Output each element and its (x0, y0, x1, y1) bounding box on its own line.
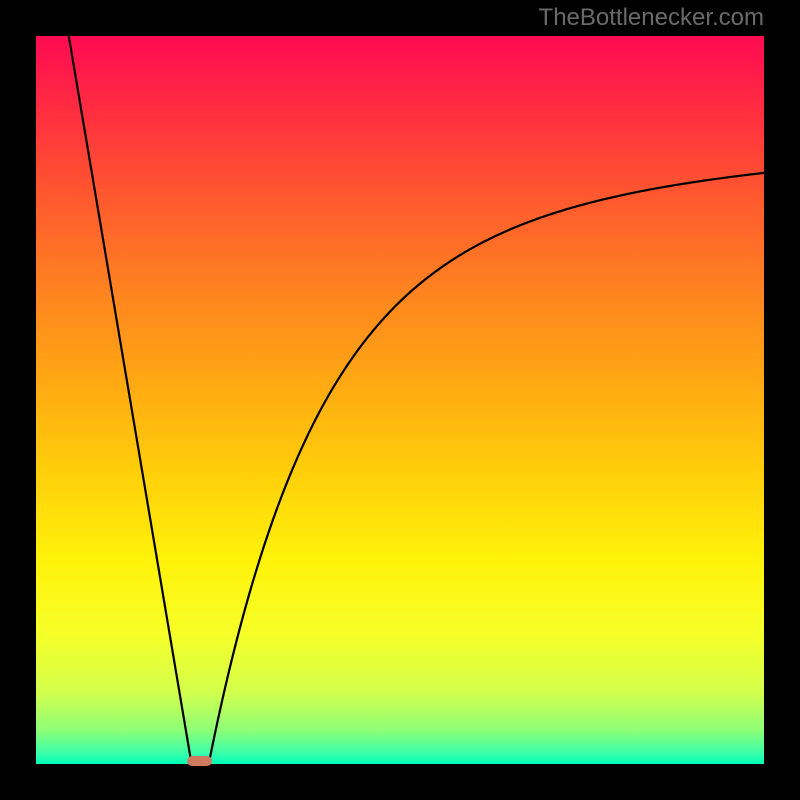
plot-area (36, 36, 764, 764)
bottleneck-curve (69, 36, 764, 761)
minimum-marker (187, 756, 212, 765)
curve-layer (36, 36, 764, 764)
chart-container: TheBottlenecker.com (0, 0, 800, 800)
watermark-text: TheBottlenecker.com (539, 4, 764, 32)
